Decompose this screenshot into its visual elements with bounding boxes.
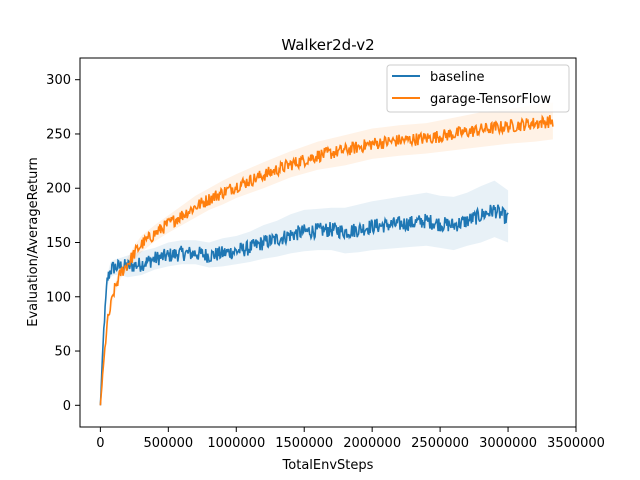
x-axis-label: TotalEnvSteps — [282, 458, 374, 473]
x-tick-label: 500000 — [144, 436, 194, 451]
legend: baseline garage-TensorFlow — [386, 64, 570, 113]
x-tick-label: 1500000 — [275, 436, 333, 451]
y-tick-label: 100 — [46, 290, 71, 305]
x-tick-label: 3000000 — [479, 436, 537, 451]
y-axis-label: Evaluation/AverageReturn — [26, 157, 41, 327]
legend-frame — [386, 64, 570, 113]
y-tick-label: 150 — [46, 236, 71, 251]
y-tick-label: 300 — [46, 73, 71, 88]
y-tick-label: 50 — [54, 345, 71, 360]
band-baseline — [100, 180, 509, 406]
y-tick-label: 200 — [46, 182, 71, 197]
chart-title: Walker2d-v2 — [281, 36, 374, 54]
x-tick-label: 0 — [96, 436, 104, 451]
y-ticks: 0 50 100 150 200 250 300 — [46, 73, 80, 414]
band-garage-tensorflow — [100, 102, 553, 406]
x-tick-label: 1000000 — [207, 436, 265, 451]
x-tick-label: 2000000 — [343, 436, 401, 451]
y-tick-label: 250 — [46, 127, 71, 142]
x-tick-label: 3500000 — [547, 436, 605, 451]
line-garage-tensorflow — [99, 114, 554, 406]
legend-label-baseline: baseline — [430, 70, 484, 85]
confidence-bands — [100, 102, 553, 406]
series-lines — [99, 114, 554, 406]
line-baseline — [99, 204, 509, 406]
x-tick-label: 2500000 — [411, 436, 469, 451]
x-ticks: 0 500000 1000000 1500000 2000000 2500000 30000… — [96, 427, 605, 451]
legend-label-garage-tensorflow: garage-TensorFlow — [430, 92, 551, 107]
y-tick-label: 0 — [63, 399, 71, 414]
